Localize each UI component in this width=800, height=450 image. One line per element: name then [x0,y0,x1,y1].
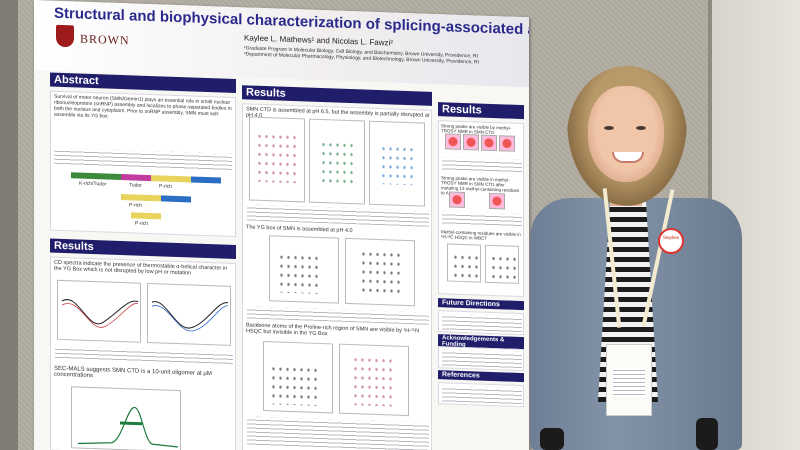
spectrum-peaks [490,253,516,281]
domain-label: K-rich/Tudor [79,180,107,188]
results-middle-heading: Results [242,85,432,106]
spectrum-peaks [380,144,416,186]
hsqc-spectrum [249,116,305,203]
proline-text: Backbone atoms of the Proline-rich regio… [246,322,420,338]
hsqc-spectrum [369,120,425,207]
hsqc-spectrum [269,235,339,304]
black-sleeve [696,418,718,450]
research-poster: Structural and biophysical characterizat… [34,0,529,450]
hsqc-spectrum [339,343,409,417]
sec-mals-plot [71,386,181,450]
future-directions-heading: Future Directions [438,298,524,311]
spectrum-peaks [320,139,356,186]
abstract-panel: Survival of motor neuron (SMN/Gemin1) pl… [50,90,236,238]
results-right-heading: Results [438,102,524,120]
cd-spectra-text: CD spectra indicate the presence of ther… [54,259,228,277]
badge-text-lines [613,367,645,397]
abstract-text-lines [54,147,232,172]
spectrum-thumbnail [463,133,479,151]
spectrum-peaks [352,355,396,407]
figure-caption-lines [442,211,522,229]
spectrum-thumbnail [445,133,461,150]
methyl-hsqc-text: Methyl-containing residues are visible i… [441,229,521,241]
hsqc-spectrum [485,244,519,284]
figure-caption-lines [247,204,429,227]
text-lines [442,313,522,335]
poster-affiliations: ¹Graduate Program in Molecular Biology, … [244,45,514,66]
cd-spectrum-plot [57,279,141,343]
hsqc-spectrum [309,118,365,205]
references-heading: References [438,370,524,383]
domain-bar [161,195,191,203]
figure-caption-lines [247,306,429,325]
acknowledgements-panel [438,346,524,372]
hsqc-spectrum [447,243,481,283]
results-left-heading: Results [50,238,236,260]
name-button: Stephen [658,228,684,254]
sec-mals-text: SEC-MALS suggests SMN CTD is a 10-unit o… [54,365,212,380]
presenter: Stephen [520,58,750,450]
brown-shield-icon [56,24,74,48]
spectrum-thumbnail [449,191,465,209]
spectrum-thumbnail [489,192,505,210]
spectrum-peaks [278,252,322,295]
domain-label: P-rich [129,202,143,209]
domain-bar [151,175,191,183]
spectrum-peaks [270,364,320,406]
domain-label: Tudor [129,182,142,189]
spectrum-peaks [452,252,478,280]
spectrum-thumbnail [481,134,497,152]
cd-spectrum-plot [147,282,231,346]
results-right-panel: Strong peaks are visible by methyl-TROSY… [438,120,524,298]
eye [604,126,614,130]
future-directions-panel [438,310,524,336]
spectrum-peaks [256,131,296,184]
text-lines [442,385,522,407]
spectrum-thumbnail [499,135,515,152]
results-middle-panel: SMN CTD is assembled at pH 6.5, but the … [242,103,432,450]
domain-bar [191,176,221,184]
face [588,86,664,182]
cd-curve-icon [151,301,229,332]
domain-bar [131,212,161,220]
figure-caption-lines [247,416,429,450]
abstract-text: Survival of motor neuron (SMN/Gemin1) pl… [54,93,232,120]
black-sleeve [540,428,564,450]
text-lines [442,349,522,371]
eye [636,126,646,130]
conference-badge [606,344,652,416]
sec-mals-curve-icon [77,406,179,448]
figure-caption-lines [442,157,522,175]
domain-bar [121,174,151,182]
domain-label: P-rich [135,220,149,227]
spectrum-peaks [360,249,400,295]
name-button-text: Stephen [662,236,680,241]
institution-logo: BROWN [80,31,130,48]
domain-bar [121,194,161,202]
hsqc-spectrum [345,237,415,307]
results-left-panel: CD spectra indicate the presence of ther… [50,256,236,450]
hsqc-spectrum [263,340,333,414]
figure-caption-lines [55,345,233,366]
domain-label: P-rich [159,183,173,190]
cd-curve-icon [61,299,139,328]
smile [612,152,644,163]
references-panel [438,382,524,408]
domain-bar [71,172,121,181]
